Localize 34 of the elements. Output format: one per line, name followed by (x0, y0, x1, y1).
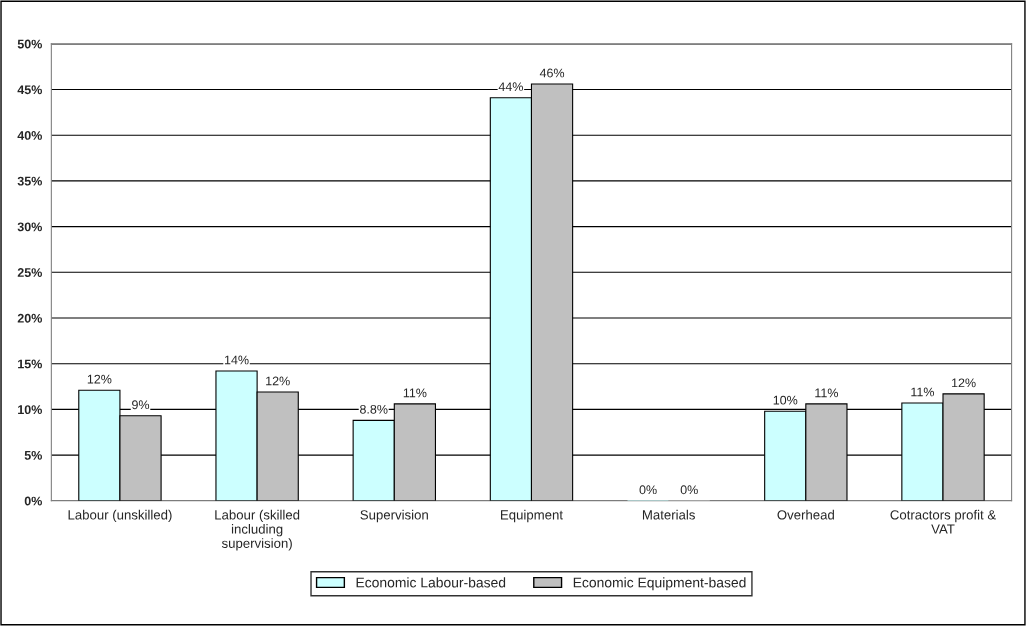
x-tick-label: Overhead (777, 509, 834, 520)
y-tick-label: 25% (17, 268, 42, 277)
y-tick-label: 20% (17, 313, 42, 323)
x-tick-label: Equipment (501, 509, 563, 523)
y-tick-label: 35% (17, 176, 42, 186)
x-tick-label: Supervision (360, 509, 428, 523)
y-tick-label: 45% (17, 85, 42, 95)
legend-label: Economic Equipment-based (573, 577, 746, 591)
y-tick-label: 10% (18, 405, 42, 415)
x-tick-label: Materials (642, 509, 695, 520)
data-label: 46% (539, 68, 565, 78)
data-label: 10% (773, 395, 798, 405)
data-label: 44% (498, 82, 523, 92)
y-tick-label: 30% (17, 222, 42, 232)
data-label: 12% (87, 374, 112, 384)
data-label: 11% (403, 388, 427, 398)
data-label: 0% (639, 485, 657, 495)
y-tick-label: 5% (24, 450, 42, 460)
x-tick-label: Cotractors profit & VAT (890, 509, 996, 534)
y-tick-label: 15% (18, 359, 42, 369)
data-label: 11% (911, 387, 935, 397)
data-label: 9% (132, 400, 150, 410)
y-tick-label: 40% (17, 131, 42, 140)
data-label: 8.8% (360, 404, 388, 414)
data-label: 12% (952, 378, 976, 388)
x-tick-label: Labour (skilled including supervision) (215, 509, 300, 551)
y-tick-label: 0% (24, 496, 42, 506)
data-label: 12% (266, 376, 290, 386)
x-tick-label: Labour (unskilled) (68, 509, 172, 523)
data-label: 14% (224, 355, 249, 365)
legend-label: Economic Labour-based (356, 577, 506, 588)
data-label: 11% (815, 388, 839, 398)
data-label: 0% (680, 485, 698, 495)
y-tick-label: 50% (17, 39, 42, 49)
